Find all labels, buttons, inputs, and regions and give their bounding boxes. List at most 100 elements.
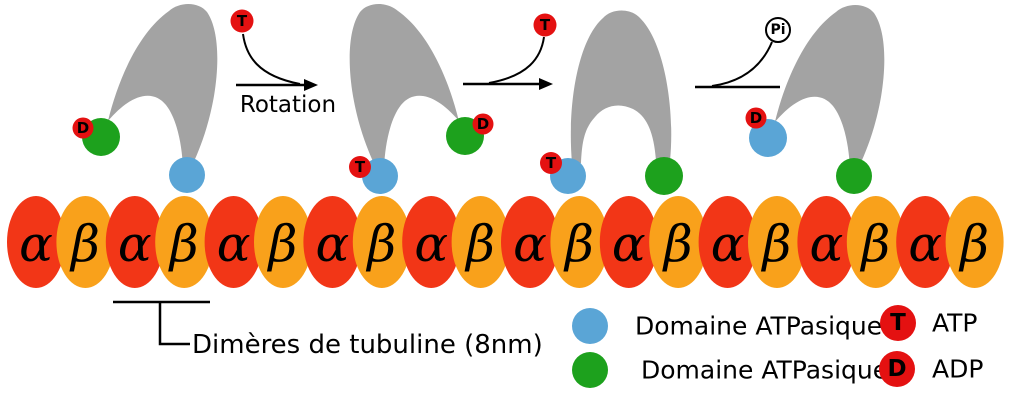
tubulin-alpha-subunit bbox=[303, 196, 362, 288]
tubulin-label: α bbox=[414, 215, 448, 273]
tubulin-label: α bbox=[19, 215, 53, 273]
legend: Domaine ATPasique T ATP Domaine ATPasiqu… bbox=[572, 305, 983, 388]
tubulin-label: β bbox=[168, 215, 199, 273]
atp-badge-letter: T bbox=[237, 12, 248, 30]
dimer-bracket bbox=[113, 300, 210, 346]
tubulin-label: β bbox=[563, 215, 594, 273]
atp-badge-circle bbox=[533, 13, 557, 37]
tubulin-label: α bbox=[118, 215, 152, 273]
pi-badge: Pi bbox=[765, 17, 791, 43]
motor-stalk bbox=[349, 4, 459, 168]
legend-blue-domain-swatch bbox=[572, 308, 608, 344]
step-arrow-1: T Rotation bbox=[230, 9, 336, 118]
atp-badge: T bbox=[540, 152, 562, 174]
motor-stalk bbox=[108, 4, 218, 168]
tubulin-alpha-subunit bbox=[402, 196, 461, 288]
pi-badge-letter: Pi bbox=[770, 22, 785, 38]
atp-entry-curve bbox=[242, 33, 301, 85]
atp-badge: T bbox=[230, 9, 254, 33]
tubulin-label: α bbox=[908, 215, 942, 273]
legend-green-domain-label: Domaine ATPasique bbox=[641, 356, 888, 385]
tubulin-alpha-subunit bbox=[204, 196, 263, 288]
motor-stalk bbox=[570, 10, 672, 163]
legend-atp-label: ATP bbox=[932, 309, 978, 338]
tubulin-alpha-subunit bbox=[7, 196, 65, 288]
tubulin-beta-subunit bbox=[56, 196, 115, 288]
kinesin-motor-3: T bbox=[540, 10, 683, 195]
tubulin-beta-subunit bbox=[254, 196, 312, 288]
tubulin-alpha-subunit bbox=[105, 196, 164, 288]
atpase-domain-green bbox=[645, 157, 683, 195]
atp-badge: T bbox=[533, 13, 557, 37]
tubulin-alpha-subunit bbox=[599, 196, 658, 288]
tubulin-label: β bbox=[761, 215, 792, 273]
legend-adp-label: ADP bbox=[932, 355, 983, 384]
adp-badge: D bbox=[472, 113, 494, 135]
tubulin-label: α bbox=[513, 215, 547, 273]
tubulin-label: α bbox=[316, 215, 350, 273]
tubulin-label: α bbox=[612, 215, 646, 273]
atpase-domain-blue bbox=[169, 157, 205, 193]
legend-atp-badge: T bbox=[880, 305, 916, 341]
atp-badge-letter: T bbox=[546, 154, 557, 172]
dimer-label: Dimères de tubuline (8nm) bbox=[192, 330, 543, 360]
adp-badge-letter: D bbox=[887, 356, 906, 382]
atp-badge-circle bbox=[880, 305, 916, 341]
rotation-label: Rotation bbox=[240, 92, 336, 118]
atp-badge-circle bbox=[349, 156, 371, 178]
adp-badge-circle bbox=[472, 113, 494, 135]
tubulin-alpha-subunit bbox=[698, 196, 757, 288]
tubulin-label: β bbox=[365, 215, 396, 273]
adp-badge: D bbox=[72, 117, 94, 139]
tubulin-label: β bbox=[69, 215, 100, 273]
adp-badge-letter: D bbox=[750, 109, 762, 127]
atpase-domain-green bbox=[836, 158, 872, 194]
tubulin-beta-subunit bbox=[649, 196, 708, 288]
tubulin-label: β bbox=[662, 215, 693, 273]
legend-green-domain-swatch bbox=[572, 352, 608, 388]
atp-badge-circle bbox=[540, 152, 562, 174]
tubulin-label: β bbox=[464, 215, 495, 273]
adp-badge-letter: D bbox=[477, 115, 489, 133]
pi-badge-circle bbox=[765, 17, 791, 43]
tubulin-label: β bbox=[859, 215, 890, 273]
tubulin-beta-subunit bbox=[846, 196, 905, 288]
tubulin-alpha-subunit bbox=[797, 196, 856, 288]
step-arrow-2: T bbox=[463, 13, 557, 90]
legend-blue-domain-label: Domaine ATPasique bbox=[635, 312, 882, 341]
adp-badge-circle bbox=[745, 107, 767, 129]
adp-badge: D bbox=[745, 107, 767, 129]
atp-badge-circle bbox=[230, 9, 254, 33]
arrowhead bbox=[304, 79, 318, 91]
tubulin-label: α bbox=[217, 215, 251, 273]
kinesin-motor-4: D bbox=[745, 5, 885, 194]
legend-adp-badge: D bbox=[879, 351, 915, 387]
atp-badge-letter: T bbox=[540, 16, 551, 34]
tubulin-label: α bbox=[810, 215, 844, 273]
tubulin-alpha-subunit bbox=[896, 196, 955, 288]
tubulin-beta-subunit bbox=[550, 196, 609, 288]
kinesin-motor-1: D bbox=[72, 4, 218, 193]
tubulin-beta-subunit bbox=[451, 196, 510, 288]
tubulin-beta-subunit bbox=[155, 196, 214, 288]
tubulin-label: β bbox=[958, 215, 989, 273]
atp-badge-letter: T bbox=[890, 310, 906, 336]
motor-stalk bbox=[775, 5, 885, 169]
dimer-annotation: Dimères de tubuline (8nm) bbox=[113, 300, 543, 360]
pi-release-curve bbox=[711, 41, 773, 87]
tubulin-label: β bbox=[267, 215, 298, 273]
adp-badge-circle bbox=[879, 351, 915, 387]
tubulin-beta-subunit bbox=[945, 196, 1004, 288]
atp-badge-letter: T bbox=[355, 158, 366, 176]
arrowhead bbox=[539, 78, 553, 90]
step-arrow-3: Pi bbox=[695, 17, 791, 89]
tubulin-beta-subunit bbox=[748, 196, 806, 288]
tubulin-label: α bbox=[711, 215, 745, 273]
adp-badge-circle bbox=[72, 117, 94, 139]
tubulin-beta-subunit bbox=[352, 196, 411, 288]
adp-badge-letter: D bbox=[77, 119, 89, 137]
kinesin-motor-2: D T bbox=[349, 4, 494, 194]
